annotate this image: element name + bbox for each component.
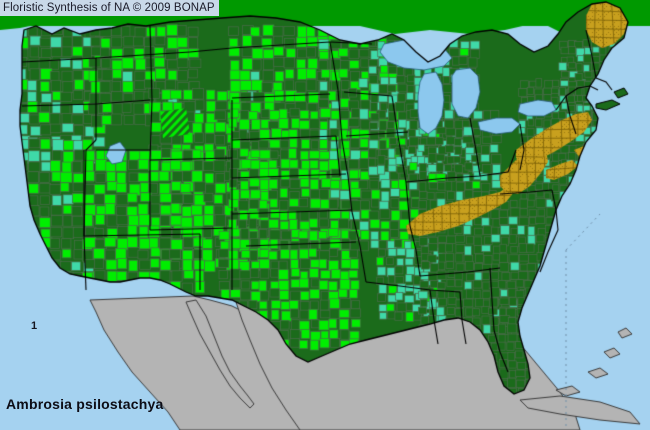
pacific-footnote-marker: 1 <box>31 320 38 332</box>
species-name-caption: Ambrosia psilostachya <box>6 396 164 412</box>
map-title-text: Floristic Synthesis of NA © 2009 BONAP <box>3 2 215 14</box>
map-title-bar: Floristic Synthesis of NA © 2009 BONAP <box>0 0 219 16</box>
